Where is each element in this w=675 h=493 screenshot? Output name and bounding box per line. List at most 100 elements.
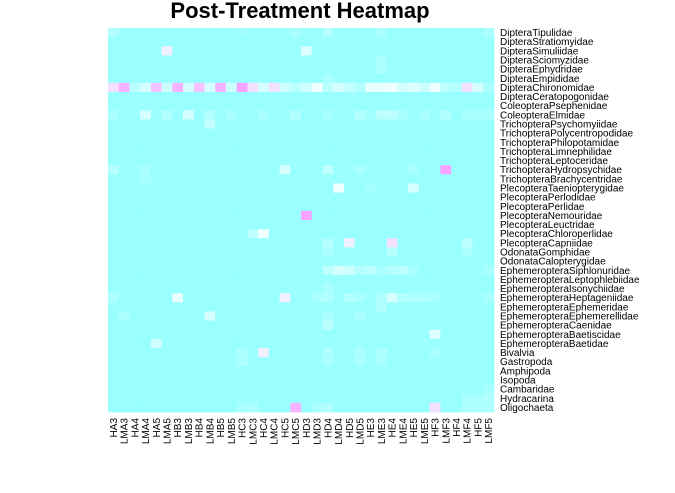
heatmap-cell <box>193 183 205 193</box>
heatmap-cell <box>290 229 302 239</box>
heatmap-cell <box>236 82 248 93</box>
heatmap-cell <box>451 229 463 239</box>
heatmap-cell <box>322 311 334 321</box>
heatmap-cell <box>161 247 173 257</box>
heatmap-cell <box>311 183 323 193</box>
heatmap-cell <box>408 220 420 230</box>
heatmap-cell <box>268 210 280 221</box>
heatmap-cell <box>183 165 195 175</box>
heatmap-cell <box>343 28 356 38</box>
heatmap-cell <box>204 274 216 285</box>
heatmap-cell <box>129 64 141 75</box>
heatmap-cell <box>236 220 248 230</box>
heatmap-cell <box>140 174 152 184</box>
heatmap-cell <box>472 146 484 157</box>
heatmap-cell <box>279 320 291 331</box>
heatmap-cell <box>108 229 120 239</box>
heatmap-cell <box>204 393 216 404</box>
heatmap-cell <box>440 220 452 230</box>
heatmap-cell <box>268 220 280 230</box>
heatmap-cell <box>129 137 141 148</box>
row-label: Hydracarina <box>500 394 554 405</box>
heatmap-cell <box>461 165 473 175</box>
heatmap-cell <box>108 366 120 376</box>
heatmap-cell <box>322 375 334 385</box>
heatmap-cell <box>118 119 130 129</box>
heatmap-cell <box>204 375 216 385</box>
heatmap-cell <box>150 402 163 413</box>
heatmap-cell <box>193 37 205 47</box>
heatmap-cell <box>150 320 163 331</box>
heatmap-cell <box>118 284 130 294</box>
heatmap-cell <box>236 384 248 395</box>
heatmap-cell <box>418 284 431 294</box>
heatmap-cell <box>161 402 173 413</box>
heatmap-cell <box>429 366 441 376</box>
heatmap-cell <box>161 366 173 376</box>
heatmap-cell <box>311 128 323 139</box>
heatmap-cell <box>225 156 238 166</box>
heatmap-cell <box>129 82 141 93</box>
heatmap-cell <box>461 192 473 203</box>
heatmap-cell <box>311 256 323 267</box>
heatmap-cell <box>129 338 141 349</box>
heatmap-cell <box>333 393 345 404</box>
heatmap-cell <box>129 174 141 184</box>
column-label: HA5 <box>152 418 163 438</box>
heatmap-cell <box>322 73 334 84</box>
heatmap-cell <box>451 357 463 367</box>
heatmap-cell <box>429 183 441 193</box>
heatmap-cell <box>333 329 345 340</box>
heatmap-cell <box>290 210 302 221</box>
heatmap-cell <box>247 329 259 340</box>
heatmap-cell <box>472 302 484 312</box>
heatmap-cell <box>386 393 398 404</box>
row-label: TrichopteraPolycentropodidae <box>500 129 633 140</box>
heatmap-cell <box>204 183 216 193</box>
row-label: DipteraSciomyzidae <box>500 56 589 67</box>
heatmap-cell <box>354 183 366 193</box>
heatmap-cell <box>333 366 345 376</box>
heatmap-cell <box>376 82 388 93</box>
heatmap-cell <box>236 357 248 367</box>
heatmap-cell <box>343 137 356 148</box>
column-label: HB5 <box>216 418 227 438</box>
heatmap-cell <box>451 82 463 93</box>
heatmap-cell <box>279 265 291 276</box>
heatmap-cell <box>440 101 452 111</box>
heatmap-cell <box>418 46 431 56</box>
heatmap-cell <box>311 28 323 38</box>
heatmap-cell <box>386 329 398 340</box>
heatmap-cell <box>343 174 356 184</box>
heatmap-cell <box>183 210 195 221</box>
heatmap-cell <box>365 229 377 239</box>
heatmap-cell <box>365 174 377 184</box>
heatmap-cell <box>290 73 302 84</box>
heatmap-cell <box>247 375 259 385</box>
heatmap-cell <box>301 238 313 248</box>
heatmap-cell <box>483 220 495 230</box>
heatmap-cell <box>418 55 431 65</box>
heatmap-cell <box>354 229 366 239</box>
heatmap-cell <box>333 220 345 230</box>
heatmap-cell <box>472 220 484 230</box>
heatmap-cell <box>451 320 463 331</box>
heatmap-cell <box>279 64 291 75</box>
column-label: LMF3 <box>441 418 452 444</box>
heatmap-cell <box>451 220 463 230</box>
heatmap-cell <box>386 375 398 385</box>
heatmap-cell <box>461 338 473 349</box>
column-label: LMF4 <box>463 418 474 444</box>
heatmap-cell <box>193 101 205 111</box>
heatmap-cell <box>343 357 356 367</box>
heatmap-cell <box>161 284 173 294</box>
heatmap-cell <box>268 402 280 413</box>
heatmap-cell <box>397 92 409 102</box>
heatmap-cell <box>440 210 452 221</box>
heatmap-cell <box>408 274 420 285</box>
heatmap-cell <box>343 165 356 175</box>
heatmap-cell <box>193 357 205 367</box>
heatmap-cell <box>354 73 366 84</box>
column-label: HD3 <box>302 418 313 438</box>
heatmap-cell <box>408 92 420 102</box>
